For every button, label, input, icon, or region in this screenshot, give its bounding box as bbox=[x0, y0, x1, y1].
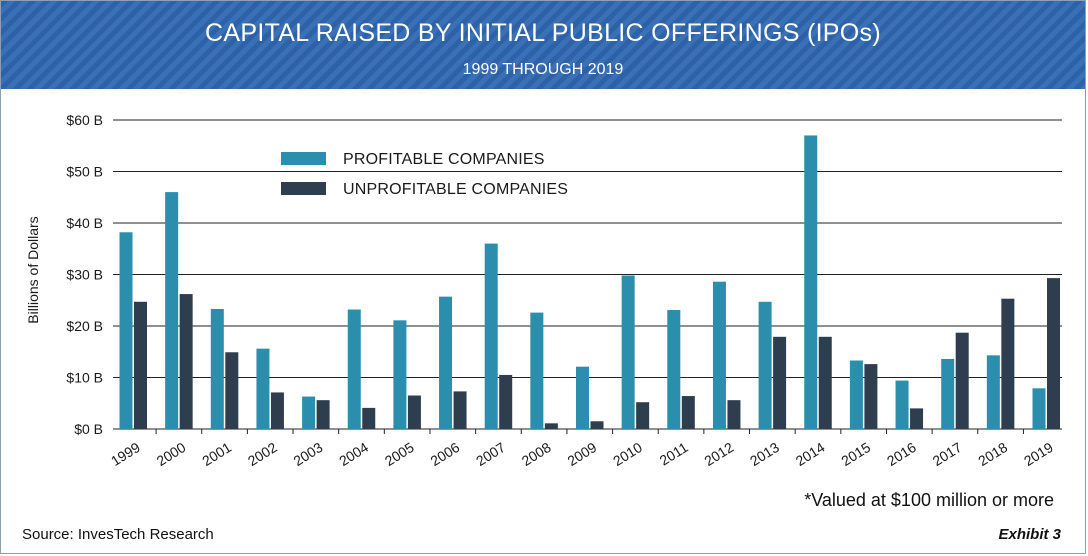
bar-unprofitable bbox=[316, 400, 330, 429]
bar-profitable bbox=[849, 360, 863, 429]
x-tick-label: 2001 bbox=[199, 439, 234, 469]
x-tick-label: 2007 bbox=[473, 439, 508, 469]
chart-header: CAPITAL RAISED BY INITIAL PUBLIC OFFERIN… bbox=[1, 1, 1085, 89]
bar-unprofitable bbox=[544, 423, 558, 429]
y-axis-ticks: $0 B $10 B $20 B $30 B $40 B $50 B $60 B bbox=[66, 112, 103, 437]
x-tick-label: 2011 bbox=[657, 439, 691, 469]
legend-label-unprofitable: UNPROFITABLE COMPANIES bbox=[343, 181, 568, 198]
bar-unprofitable bbox=[910, 408, 924, 429]
legend-label-profitable: PROFITABLE COMPANIES bbox=[343, 151, 545, 168]
x-tick-label: 2018 bbox=[975, 439, 1010, 469]
x-tick-label: 2002 bbox=[245, 439, 280, 469]
valuation-footnote: *Valued at $100 million or more bbox=[804, 490, 1054, 510]
bar-profitable bbox=[439, 296, 453, 429]
legend: PROFITABLE COMPANIES UNPROFITABLE COMPANI… bbox=[281, 151, 568, 198]
x-tick-label: 2008 bbox=[519, 439, 554, 469]
bar-profitable bbox=[941, 358, 955, 429]
y-axis-label: Billions of Dollars bbox=[25, 216, 41, 323]
bar-unprofitable bbox=[225, 352, 239, 429]
bar-profitable bbox=[302, 396, 316, 429]
y-tick-label: $50 B bbox=[66, 164, 103, 180]
x-tick-label: 2009 bbox=[564, 439, 599, 469]
x-tick-label: 2014 bbox=[793, 439, 828, 469]
bar-unprofitable bbox=[955, 332, 969, 429]
bar-profitable bbox=[256, 348, 270, 429]
bar-unprofitable bbox=[818, 336, 832, 429]
chart-title: CAPITAL RAISED BY INITIAL PUBLIC OFFERIN… bbox=[205, 19, 881, 47]
x-axis-ticks: 1999 2000 2001 2002 2003 2004 2005 2006 2007 2008… bbox=[108, 429, 1056, 469]
y-tick-label: $40 B bbox=[66, 215, 103, 231]
x-tick-label: 2005 bbox=[382, 439, 417, 469]
bar-profitable bbox=[758, 301, 772, 429]
bar-unprofitable bbox=[362, 407, 376, 429]
bar-profitable bbox=[165, 192, 179, 429]
bar-unprofitable bbox=[681, 396, 695, 429]
x-tick-label: 2006 bbox=[427, 439, 462, 469]
bar-profitable bbox=[576, 366, 589, 429]
x-tick-label: 2013 bbox=[747, 439, 782, 469]
bar-profitable bbox=[484, 243, 498, 429]
bar-unprofitable bbox=[134, 301, 147, 429]
x-tick-label: 2016 bbox=[884, 439, 919, 469]
bar-profitable bbox=[530, 312, 544, 429]
bar-profitable bbox=[393, 320, 407, 429]
x-tick-label: 2000 bbox=[154, 439, 189, 469]
y-tick-label: $10 B bbox=[66, 370, 103, 386]
bar-profitable bbox=[210, 309, 224, 429]
x-tick-label: 2003 bbox=[291, 439, 326, 469]
bar-profitable bbox=[895, 380, 909, 429]
bar-unprofitable bbox=[407, 395, 421, 429]
bar-unprofitable bbox=[590, 421, 604, 429]
x-tick-label: 2015 bbox=[838, 439, 873, 469]
bar-profitable bbox=[667, 310, 681, 429]
bar-profitable bbox=[804, 135, 818, 429]
x-tick-label: 2017 bbox=[930, 439, 965, 469]
x-tick-label: 1999 bbox=[108, 439, 143, 469]
legend-swatch-unprofitable bbox=[281, 182, 326, 195]
bar-profitable bbox=[119, 232, 133, 429]
bar-profitable bbox=[621, 275, 635, 429]
bar-unprofitable bbox=[1001, 298, 1015, 429]
chart-subtitle: 1999 THROUGH 2019 bbox=[462, 61, 624, 78]
bar-unprofitable bbox=[270, 392, 284, 429]
bar-unprofitable bbox=[864, 364, 878, 429]
y-tick-label: $0 B bbox=[74, 421, 103, 437]
y-tick-label: $20 B bbox=[66, 318, 103, 334]
bar-unprofitable bbox=[1047, 278, 1060, 429]
y-tick-label: $60 B bbox=[66, 112, 103, 128]
bar-unprofitable bbox=[773, 336, 787, 429]
bar-unprofitable bbox=[179, 294, 193, 429]
x-tick-label: 2004 bbox=[336, 439, 371, 469]
bar-profitable bbox=[1032, 388, 1046, 429]
y-tick-label: $30 B bbox=[66, 267, 103, 283]
bar-profitable bbox=[712, 281, 726, 429]
bar-profitable bbox=[986, 355, 1000, 429]
legend-swatch-profitable bbox=[281, 152, 326, 165]
source-credit: Source: InvesTech Research bbox=[22, 526, 214, 543]
bar-profitable bbox=[347, 309, 361, 429]
bar-unprofitable bbox=[453, 391, 467, 429]
bar-unprofitable bbox=[499, 374, 513, 429]
bar-unprofitable bbox=[727, 400, 741, 429]
bars bbox=[119, 135, 1060, 429]
x-tick-label: 2019 bbox=[1021, 439, 1056, 469]
exhibit-label: Exhibit 3 bbox=[998, 526, 1061, 543]
x-tick-label: 2012 bbox=[701, 439, 736, 469]
x-tick-label: 2010 bbox=[610, 439, 645, 469]
bar-unprofitable bbox=[636, 402, 650, 429]
